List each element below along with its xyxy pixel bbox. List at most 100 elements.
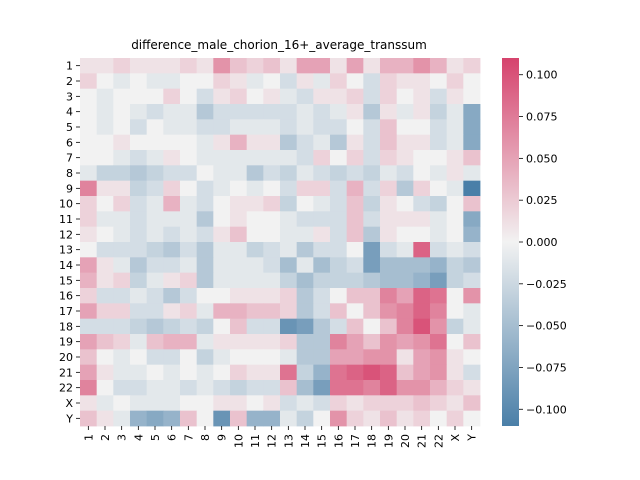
heatmap-cell: [263, 211, 281, 228]
heatmap-cell: [296, 395, 314, 412]
heatmap-cell: [263, 242, 281, 258]
heatmap-cell: [296, 410, 314, 427]
heatmap-cell: [413, 364, 431, 381]
heatmap-cell: [96, 288, 114, 304]
heatmap-cell: [213, 334, 231, 350]
heatmap-cell: [163, 288, 181, 304]
heatmap-cell: [146, 349, 164, 366]
x-tick-label: 19: [382, 434, 395, 448]
heatmap-cell: [446, 58, 464, 74]
heatmap-cell: [380, 318, 398, 335]
x-tick-labels: 1 2 3 4 5 6 7 8 9 10 11 12 13 14 15 16 17 18 19 20 21 22 X Y: [82, 426, 479, 448]
heatmap-cell: [246, 272, 264, 289]
heatmap-cell: [396, 165, 414, 182]
heatmap-cell: [430, 134, 448, 151]
heatmap-cell: [413, 318, 431, 335]
heatmap-cell: [263, 58, 281, 74]
heatmap-cell: [96, 380, 114, 396]
heatmap-cell: [280, 303, 298, 320]
heatmap-cell: [80, 134, 98, 151]
heatmap-cell: [263, 180, 281, 197]
heatmap-cell: [446, 380, 464, 396]
heatmap-cell: [296, 165, 314, 182]
x-tick-label: 17: [349, 434, 362, 448]
heatmap-cell: [213, 410, 231, 427]
heatmap-cell: [80, 288, 98, 304]
heatmap-cell: [330, 211, 348, 228]
chart-title: difference_male_chorion_16+_average_tran…: [131, 38, 427, 52]
heatmap-cell: [80, 257, 98, 274]
y-tick-label: 11: [59, 213, 73, 226]
heatmap-cell: [413, 410, 431, 427]
heatmap-cell: [363, 349, 381, 366]
heatmap-cell: [163, 349, 181, 366]
heatmap-cell: [196, 257, 214, 274]
y-tick-label: 12: [59, 228, 73, 241]
heatmap-cell: [330, 395, 348, 412]
x-tick-label: Y: [466, 434, 479, 442]
heatmap-cell: [330, 150, 348, 166]
heatmap-cell: [430, 380, 448, 396]
heatmap-cell: [346, 303, 364, 320]
heatmap-cell: [296, 288, 314, 304]
heatmap-cell: [313, 196, 331, 212]
heatmap-cell: [463, 288, 481, 304]
heatmap-cell: [246, 150, 264, 166]
heatmap-cell: [246, 288, 264, 304]
heatmap-cell: [230, 272, 248, 289]
heatmap-cell: [113, 180, 131, 197]
heatmap-cell: [146, 134, 164, 151]
heatmap-cell: [413, 334, 431, 350]
heatmap-cell: [246, 410, 264, 427]
heatmap-cell: [213, 150, 231, 166]
heatmap-cell: [396, 226, 414, 243]
heatmap-cell: [213, 288, 231, 304]
x-tick-label: X: [449, 434, 462, 442]
heatmap-cell: [246, 334, 264, 350]
heatmap-cell: [430, 242, 448, 258]
heatmap-cell: [263, 196, 281, 212]
heatmap-cell: [280, 318, 298, 335]
y-tick-label: 7: [66, 152, 73, 165]
heatmap-cell: [463, 410, 481, 427]
heatmap-cell: [463, 104, 481, 120]
colorbar-tick-label: 0.100: [526, 69, 558, 82]
heatmap-cell: [413, 395, 431, 412]
x-tick-label: 21: [416, 434, 429, 448]
heatmap-cell: [130, 242, 148, 258]
x-tick-label: 15: [316, 434, 329, 448]
heatmap-cell: [213, 196, 231, 212]
x-tick-label: 13: [282, 434, 295, 448]
heatmap-cell: [363, 150, 381, 166]
heatmap-cell: [346, 334, 364, 350]
heatmap-cell: [230, 58, 248, 74]
heatmap-cell: [463, 395, 481, 412]
heatmap-cell: [146, 226, 164, 243]
heatmap-cell: [96, 242, 114, 258]
heatmap-cell: [396, 272, 414, 289]
heatmap-cell: [313, 242, 331, 258]
heatmap-cell: [180, 272, 198, 289]
heatmap-cell: [330, 272, 348, 289]
colorbar-tick-label: 0.025: [526, 194, 558, 207]
heatmap-cell: [263, 410, 281, 427]
heatmap-cell: [113, 288, 131, 304]
heatmap-cell: [413, 303, 431, 320]
heatmap-cell: [146, 211, 164, 228]
heatmap-cell: [213, 349, 231, 366]
heatmap-cell: [446, 410, 464, 427]
heatmap-cell: [446, 104, 464, 120]
heatmap-cell: [380, 242, 398, 258]
heatmap-cell: [330, 73, 348, 90]
heatmap-cell: [280, 380, 298, 396]
heatmap-cell: [396, 303, 414, 320]
heatmap-cell: [246, 364, 264, 381]
heatmap-cell: [396, 88, 414, 105]
heatmap-cell: [146, 318, 164, 335]
heatmap-cell: [380, 134, 398, 151]
heatmap-cell: [446, 303, 464, 320]
heatmap-cell: [80, 334, 98, 350]
x-tick-label: 22: [432, 434, 445, 448]
heatmap-cell: [130, 150, 148, 166]
heatmap-cell: [346, 150, 364, 166]
